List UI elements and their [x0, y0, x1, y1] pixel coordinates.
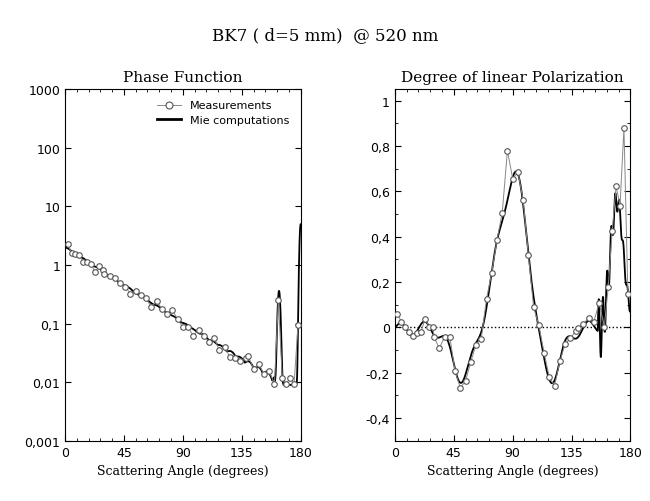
Legend: Measurements, Mie computations: Measurements, Mie computations — [151, 96, 295, 131]
Text: BK7 ( d=5 mm)  @ 520 nm: BK7 ( d=5 mm) @ 520 nm — [212, 27, 438, 44]
Title: Degree of linear Polarization: Degree of linear Polarization — [401, 71, 624, 85]
X-axis label: Scattering Angle (degrees): Scattering Angle (degrees) — [97, 464, 268, 477]
X-axis label: Scattering Angle (degrees): Scattering Angle (degrees) — [427, 464, 599, 477]
Title: Phase Function: Phase Function — [123, 71, 242, 85]
